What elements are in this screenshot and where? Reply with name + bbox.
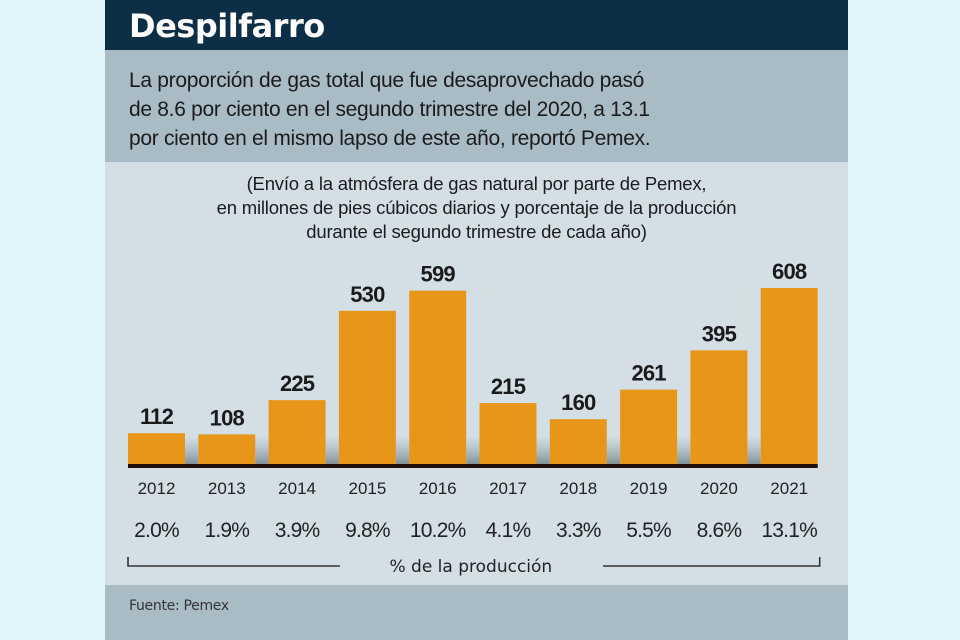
footer-band: Fuente: Pemex: [105, 585, 848, 640]
infographic-card: Despilfarro La proporción de gas total q…: [105, 0, 848, 640]
percent-label-2019: 5.5%: [626, 519, 671, 542]
lead-band: La proporción de gas total que fue desap…: [105, 50, 848, 162]
bar-gap-shadow: [325, 436, 339, 466]
year-label-2018: 2018: [559, 479, 597, 498]
bar-gap-shadow: [185, 436, 199, 466]
bar-2020: [690, 350, 748, 466]
value-label-2020: 395: [702, 321, 737, 346]
percent-label-2021: 13.1%: [761, 519, 817, 542]
value-label-2017: 215: [491, 374, 526, 399]
percent-bracket: % de la producción: [127, 557, 821, 577]
chart-subtitle: (Envío a la atmósfera de gas natural por…: [105, 172, 848, 244]
value-label-2014: 225: [280, 371, 315, 396]
year-label-2017: 2017: [489, 479, 527, 498]
percent-label-2016: 10.2%: [410, 519, 466, 542]
percent-label-2020: 8.6%: [697, 519, 742, 542]
bar-gap-shadow: [536, 436, 550, 466]
bar-2018: [549, 419, 607, 466]
bar-2013: [198, 434, 256, 466]
year-label-2016: 2016: [419, 479, 457, 498]
value-label-2016: 599: [421, 262, 456, 287]
bar-2016: [409, 290, 467, 466]
year-label-2021: 2021: [770, 479, 808, 498]
bar-2014: [268, 400, 326, 466]
bar-2012: [128, 433, 185, 466]
bar-gap-shadow: [677, 436, 691, 466]
bar-gap-shadow: [395, 436, 410, 466]
bar-shadows: [185, 436, 761, 466]
value-label-2015: 530: [350, 282, 385, 307]
bracket-left-line: [127, 557, 340, 567]
subtitle-line: en millones de pies cúbicos diarios y po…: [216, 197, 737, 218]
bracket-right-line: [603, 557, 821, 567]
percent-bracket-label: % de la producción: [389, 557, 552, 577]
bar-gap-shadow: [606, 436, 621, 466]
value-label-2021: 608: [772, 259, 807, 284]
lead-line: La proporción de gas total que fue desap…: [129, 69, 645, 92]
year-labels-group: 2012 2013 2014 2015 2016 2017 2018 2019 2020 2021: [138, 479, 809, 498]
bar-gap-shadow: [747, 436, 761, 466]
year-label-2014: 2014: [278, 479, 316, 498]
year-label-2019: 2019: [630, 479, 668, 498]
percent-label-2017: 4.1%: [486, 519, 531, 542]
bar-2015: [338, 310, 396, 466]
value-label-2013: 108: [210, 405, 245, 430]
subtitle-line: (Envío a la atmósfera de gas natural por…: [246, 173, 707, 194]
year-label-2015: 2015: [348, 479, 386, 498]
subtitle-line: durante el segundo trimestre de cada año…: [306, 221, 647, 242]
percent-label-2013: 1.9%: [204, 519, 249, 542]
bar-2019: [620, 389, 678, 466]
year-label-2020: 2020: [700, 479, 738, 498]
lead-text: La proporción de gas total que fue desap…: [129, 66, 829, 153]
percent-label-2015: 9.8%: [345, 519, 390, 542]
bar-2021: [760, 288, 818, 466]
year-label-2012: 2012: [138, 479, 176, 498]
source-note: Fuente: Pemex: [129, 598, 229, 614]
infographic-title: Despilfarro: [129, 7, 325, 45]
value-label-2018: 160: [561, 390, 596, 415]
bar-gap-shadow: [466, 436, 480, 466]
x-axis-baseline: [128, 464, 818, 468]
value-labels-group: 112 108 225 530 599 215 160 261 395 608: [140, 259, 808, 430]
percent-label-2014: 3.9%: [275, 519, 320, 542]
bar-gap-shadow: [255, 436, 269, 466]
value-label-2019: 261: [631, 361, 666, 386]
bars-group: [128, 288, 818, 466]
percent-labels-group: 2.0% 1.9% 3.9% 9.8% 10.2% 4.1% 3.3% 5.5% 8.6% 13.…: [134, 519, 818, 542]
lead-line: por ciento en el mismo lapso de este año…: [129, 127, 651, 150]
bar-2017: [479, 403, 537, 466]
value-label-2012: 112: [140, 404, 174, 429]
percent-label-2018: 3.3%: [556, 519, 601, 542]
percent-label-2012: 2.0%: [134, 519, 179, 542]
lead-line: de 8.6 por ciento en el segundo trimestr…: [129, 98, 650, 121]
year-label-2013: 2013: [208, 479, 246, 498]
header-band: Despilfarro: [105, 0, 848, 50]
